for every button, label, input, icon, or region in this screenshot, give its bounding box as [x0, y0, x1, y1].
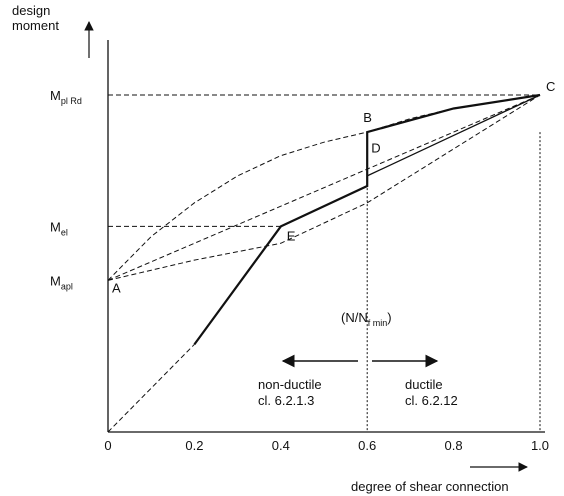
y-tick-label: Mapl: [50, 273, 73, 291]
x-tick-label: 0.4: [272, 438, 290, 453]
point-label-d: D: [371, 140, 380, 155]
y-axis-label-line-2: moment: [12, 18, 59, 33]
x-axis-label: degree of shear connection: [351, 479, 509, 494]
series-line-1: [366, 94, 541, 177]
tick-labels: 0 0.2 0.4 0.6 0.8 1.0 Mpl Rd Mel Mapl: [50, 88, 549, 453]
reference-lines: [108, 94, 541, 432]
y-axis-label-line-1: design: [12, 3, 50, 18]
non-ductile-label: non-ductile: [258, 377, 322, 392]
y-tick-label: Mel: [50, 219, 68, 237]
point-label-e: E: [287, 228, 296, 243]
point-label-a: A: [112, 280, 121, 295]
point-label-b: B: [363, 110, 372, 125]
series: [107, 93, 541, 433]
ductile-label: ductile: [405, 377, 443, 392]
point-labels: A B C D E: [112, 79, 555, 295]
point-label-c: C: [546, 79, 555, 94]
series-line-3: [107, 94, 541, 281]
ratio-label: (N/Nf min): [341, 310, 392, 328]
series-line-5: [107, 344, 195, 433]
x-tick-label: 0.2: [185, 438, 203, 453]
series-line-2: [107, 94, 541, 281]
series-line-4: [107, 94, 541, 281]
ductile-clause: cl. 6.2.12: [405, 393, 458, 408]
x-tick-label: 1.0: [531, 438, 549, 453]
x-tick-label: 0.8: [445, 438, 463, 453]
x-tick-label: 0: [104, 438, 111, 453]
y-tick-label: Mpl Rd: [50, 88, 82, 106]
non-ductile-clause: cl. 6.2.1.3: [258, 393, 314, 408]
x-tick-label: 0.6: [358, 438, 376, 453]
axes: [107, 40, 545, 433]
